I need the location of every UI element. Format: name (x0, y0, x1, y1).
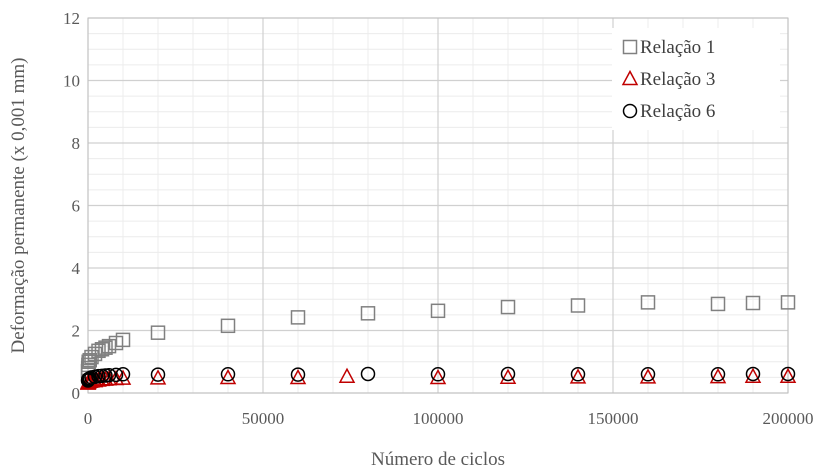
data-point (570, 298, 586, 313)
data-point (115, 367, 131, 382)
x-axis-label: Número de ciclos (371, 449, 505, 470)
data-point (360, 306, 376, 321)
data-point (500, 299, 516, 315)
data-point (219, 368, 237, 385)
data-point (710, 296, 726, 312)
legend-marker-square (622, 39, 638, 55)
data-points (79, 295, 797, 390)
x-tick-label: 50000 (242, 409, 285, 428)
data-point (499, 368, 517, 384)
data-point (360, 366, 376, 382)
y-tick-label: 0 (72, 384, 81, 403)
data-point (744, 367, 762, 383)
data-point (570, 367, 586, 382)
data-point (290, 367, 306, 382)
data-point (640, 295, 656, 310)
legend-label: Relação 3 (640, 69, 715, 90)
data-point (98, 340, 113, 355)
data-point (780, 295, 796, 310)
legend-label: Relação 6 (640, 101, 715, 122)
y-tick-label: 2 (72, 322, 81, 341)
legend: Relação 1 Relação 3 Relação 6 (612, 28, 780, 130)
data-point (780, 366, 796, 382)
data-point (429, 368, 447, 385)
data-point (149, 369, 167, 385)
data-point (150, 325, 166, 340)
legend-background (612, 28, 780, 130)
data-point (779, 367, 797, 383)
data-point (745, 366, 761, 382)
plot-area (87, 17, 789, 394)
y-tick-label: 12 (63, 9, 80, 28)
data-point (115, 332, 131, 348)
data-point (500, 366, 516, 382)
x-tick-label: 150000 (588, 409, 639, 428)
data-point (220, 318, 236, 334)
data-point (569, 368, 587, 384)
legend-entry: Relação 6 (622, 101, 715, 122)
data-point (150, 367, 166, 382)
data-point (108, 367, 124, 383)
x-tick-label: 200000 (763, 409, 814, 428)
legend-marker-circle (622, 103, 638, 119)
y-tick-label: 10 (63, 72, 80, 91)
data-point (338, 367, 356, 383)
y-tick-label: 4 (72, 259, 81, 278)
data-point (289, 368, 307, 385)
data-point (101, 367, 117, 383)
data-point (220, 367, 236, 382)
data-point (639, 368, 657, 384)
legend-label: Relação 1 (640, 37, 715, 58)
x-tick-label: 100000 (413, 409, 464, 428)
data-point (290, 310, 306, 325)
y-tick-label: 6 (72, 197, 81, 216)
data-point (640, 367, 656, 382)
data-point (710, 367, 726, 382)
y-axis-label: Deformação permanente (x 0,001 mm) (8, 58, 29, 354)
data-point (745, 295, 761, 311)
y-axis-ticks: 0 2 4 6 8 10 12 (63, 9, 81, 403)
legend-entry: Relação 1 (622, 37, 715, 58)
x-tick-label: 0 (84, 409, 93, 428)
data-point (430, 367, 446, 382)
legend-entry: Relação 3 (621, 69, 715, 90)
data-point (709, 367, 727, 384)
legend-marker-triangle (621, 69, 639, 86)
x-axis-ticks: 0 50000 100000 150000 200000 (84, 409, 814, 428)
y-tick-label: 8 (72, 134, 81, 153)
series-square (80, 295, 796, 379)
data-point (430, 303, 446, 319)
data-point (114, 369, 132, 385)
series-circle (80, 366, 796, 388)
